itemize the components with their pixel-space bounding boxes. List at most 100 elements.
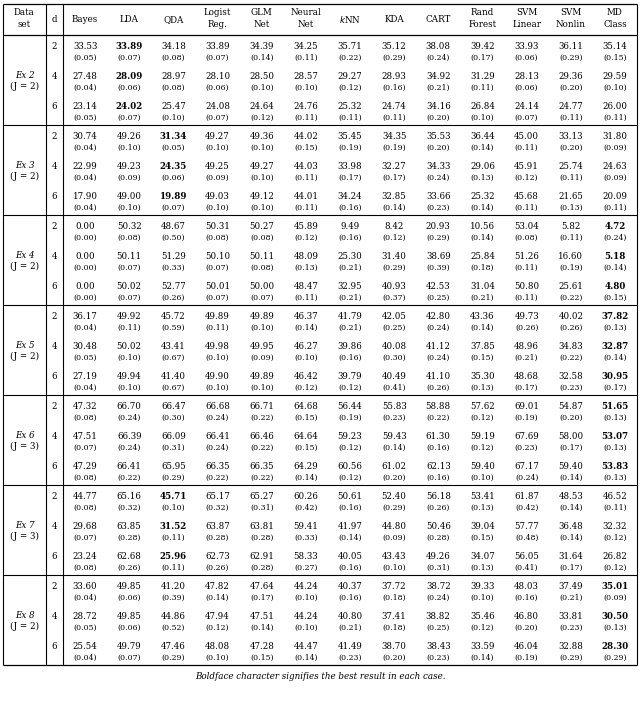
- Text: 25.61: 25.61: [558, 282, 583, 291]
- Text: 43.41: 43.41: [161, 342, 186, 351]
- Text: (0.10): (0.10): [382, 564, 406, 571]
- Text: 54.87: 54.87: [558, 402, 583, 411]
- Text: (0.18): (0.18): [383, 623, 406, 632]
- Text: 49.98: 49.98: [205, 342, 230, 351]
- Text: (0.32): (0.32): [206, 503, 229, 511]
- Text: (0.41): (0.41): [515, 564, 538, 571]
- Text: 40.80: 40.80: [337, 612, 363, 621]
- Text: (0.26): (0.26): [427, 384, 450, 391]
- Text: (0.10): (0.10): [117, 354, 141, 362]
- Text: 57.62: 57.62: [470, 402, 495, 411]
- Text: (0.42): (0.42): [515, 503, 538, 511]
- Text: (0.33): (0.33): [161, 264, 185, 272]
- Text: (0.06): (0.06): [118, 593, 141, 601]
- Text: (0.11): (0.11): [161, 564, 185, 571]
- Text: 47.28: 47.28: [249, 642, 274, 651]
- Text: 2: 2: [52, 312, 57, 321]
- Text: 28.93: 28.93: [382, 72, 406, 81]
- Text: (0.17): (0.17): [250, 593, 273, 601]
- Text: (0.24): (0.24): [118, 413, 141, 421]
- Text: 64.29: 64.29: [294, 462, 318, 471]
- Text: 50.11: 50.11: [116, 252, 142, 261]
- Text: (0.17): (0.17): [603, 384, 627, 391]
- Text: (0.11): (0.11): [117, 323, 141, 332]
- Text: (0.13): (0.13): [294, 264, 317, 272]
- Text: 40.37: 40.37: [338, 582, 362, 591]
- Text: (0.11): (0.11): [205, 323, 229, 332]
- Text: 46.52: 46.52: [602, 492, 627, 501]
- Text: 34.25: 34.25: [294, 42, 318, 51]
- Text: 4: 4: [52, 522, 57, 531]
- Text: (0.12): (0.12): [206, 623, 229, 632]
- Text: Forest: Forest: [468, 20, 497, 29]
- Text: 34.35: 34.35: [382, 132, 406, 141]
- Text: (0.24): (0.24): [604, 233, 627, 242]
- Text: (0.26): (0.26): [559, 323, 582, 332]
- Text: 63.87: 63.87: [205, 522, 230, 531]
- Text: (0.08): (0.08): [118, 233, 141, 242]
- Text: 31.52: 31.52: [160, 522, 187, 531]
- Text: (0.07): (0.07): [206, 264, 229, 272]
- Text: (0.10): (0.10): [250, 384, 273, 391]
- Text: 66.39: 66.39: [117, 432, 141, 441]
- Text: (0.09): (0.09): [117, 174, 141, 182]
- Text: 52.77: 52.77: [161, 282, 186, 291]
- Text: 45.72: 45.72: [161, 312, 186, 321]
- Text: (0.14): (0.14): [559, 533, 582, 542]
- Text: (0.37): (0.37): [383, 294, 406, 301]
- Text: (0.20): (0.20): [383, 474, 406, 481]
- Text: (0.12): (0.12): [603, 533, 627, 542]
- Text: 49.89: 49.89: [205, 312, 230, 321]
- Text: (0.10): (0.10): [205, 654, 229, 661]
- Text: (0.04): (0.04): [74, 84, 97, 91]
- Text: 48.67: 48.67: [161, 222, 186, 231]
- Text: 49.23: 49.23: [117, 162, 141, 171]
- Text: Bayes: Bayes: [72, 15, 98, 24]
- Text: 31.80: 31.80: [602, 132, 627, 141]
- Text: 50.01: 50.01: [205, 282, 230, 291]
- Text: (0.06): (0.06): [118, 84, 141, 91]
- Text: (0.10): (0.10): [470, 113, 494, 121]
- Text: (0.13): (0.13): [470, 174, 494, 182]
- Text: 28.10: 28.10: [205, 72, 230, 81]
- Text: (0.14): (0.14): [470, 323, 494, 332]
- Text: 50.00: 50.00: [249, 282, 275, 291]
- Text: 35.01: 35.01: [602, 582, 628, 591]
- Text: (0.14): (0.14): [470, 143, 494, 152]
- Text: (0.23): (0.23): [426, 203, 450, 211]
- Text: (0.17): (0.17): [515, 384, 538, 391]
- Text: (0.28): (0.28): [118, 533, 141, 542]
- Text: (0.25): (0.25): [427, 294, 450, 301]
- Text: (0.19): (0.19): [338, 143, 362, 152]
- Text: (0.10): (0.10): [470, 593, 494, 601]
- Text: 29.68: 29.68: [72, 522, 97, 531]
- Text: (0.14): (0.14): [383, 444, 406, 452]
- Text: 50.02: 50.02: [116, 282, 141, 291]
- Text: (0.14): (0.14): [294, 323, 317, 332]
- Text: 32.88: 32.88: [558, 642, 583, 651]
- Text: (0.20): (0.20): [426, 143, 450, 152]
- Text: 29.59: 29.59: [602, 72, 627, 81]
- Text: (0.11): (0.11): [603, 503, 627, 511]
- Text: (0.23): (0.23): [339, 654, 362, 661]
- Text: (0.26): (0.26): [515, 323, 538, 332]
- Text: (0.21): (0.21): [339, 623, 362, 632]
- Text: 66.46: 66.46: [250, 432, 274, 441]
- Text: (0.05): (0.05): [74, 113, 97, 121]
- Text: 47.82: 47.82: [205, 582, 230, 591]
- Text: 25.96: 25.96: [160, 552, 187, 561]
- Text: 6: 6: [52, 462, 57, 471]
- Text: 62.13: 62.13: [426, 462, 451, 471]
- Text: 34.33: 34.33: [426, 162, 451, 171]
- Text: 66.47: 66.47: [161, 402, 186, 411]
- Text: (0.42): (0.42): [294, 503, 317, 511]
- Text: (0.16): (0.16): [515, 593, 538, 601]
- Text: 65.27: 65.27: [250, 492, 274, 501]
- Text: 2: 2: [52, 42, 57, 51]
- Text: (0.16): (0.16): [383, 84, 406, 91]
- Text: 4: 4: [52, 612, 57, 621]
- Text: (0.50): (0.50): [162, 233, 185, 242]
- Text: (J = 2): (J = 2): [10, 82, 39, 91]
- Text: (0.10): (0.10): [294, 84, 317, 91]
- Text: (0.20): (0.20): [559, 413, 582, 421]
